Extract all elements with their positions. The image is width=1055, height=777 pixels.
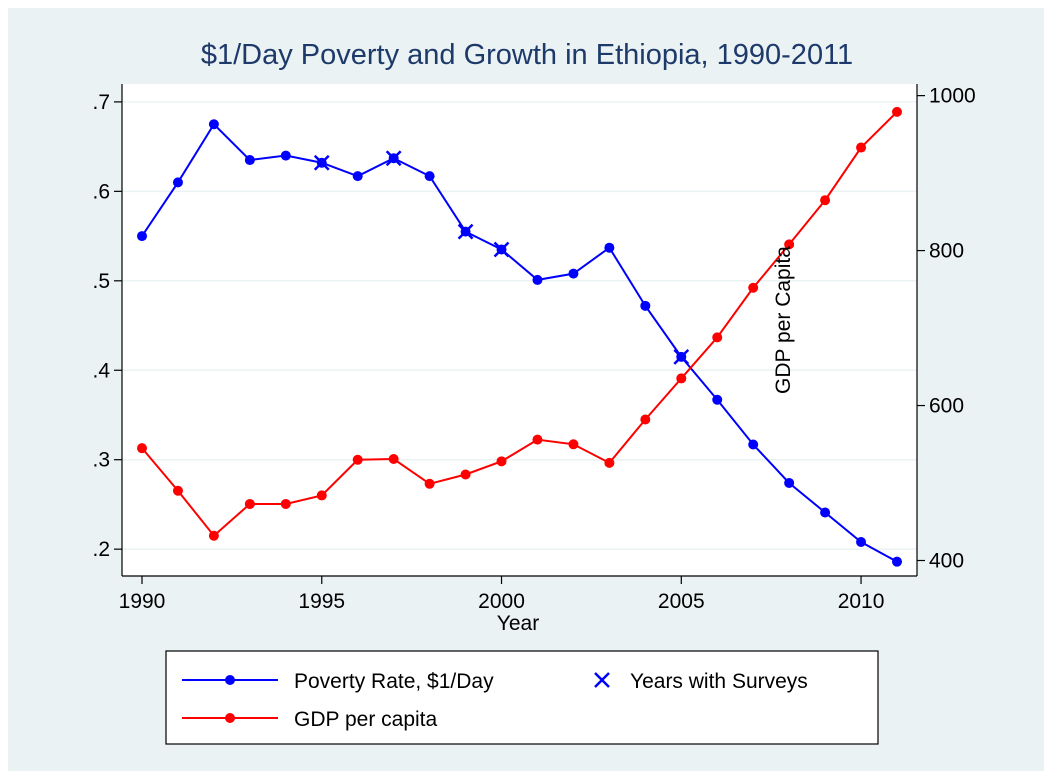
series [137, 106, 902, 567]
legend-label: Years with Surveys [630, 670, 808, 693]
data-point [820, 507, 831, 518]
x-tick-label: 2005 [658, 590, 705, 613]
data-point [388, 454, 399, 465]
data-point [208, 530, 219, 541]
y-right-tick-label: 1000 [929, 85, 976, 108]
data-point [676, 373, 687, 384]
y-left-tick-label: .6 [92, 180, 110, 203]
data-point [640, 414, 651, 425]
survey-marker-stroke [457, 223, 474, 240]
data-point [532, 434, 543, 445]
series-line [141, 122, 898, 563]
survey-x-marker [457, 223, 474, 240]
series-line [141, 111, 898, 538]
legend-x-swatch [594, 672, 610, 688]
data-point [892, 106, 902, 117]
data-point [496, 456, 507, 467]
data-point [568, 439, 579, 450]
data-point [172, 485, 183, 496]
data-point [460, 469, 471, 480]
y-left-tick-label: .4 [92, 359, 110, 382]
data-point [784, 239, 795, 250]
gridlines [122, 101, 917, 550]
y-left-tick-label: .7 [92, 91, 110, 114]
data-point [280, 150, 291, 161]
y-right-tick-label: 600 [929, 395, 964, 418]
axes: .2 .3 .4 .5 .6 .7 400 600 800 1000 1990 1995 2000 200… [92, 84, 976, 613]
survey-x-marker [313, 154, 330, 171]
data-point [820, 195, 831, 206]
x-tick-label: 2000 [478, 590, 525, 613]
data-point [137, 231, 147, 242]
data-point [208, 119, 219, 130]
x-tick-label: 1995 [298, 590, 345, 613]
data-point [244, 155, 255, 166]
legend-box [165, 650, 879, 745]
data-point [352, 454, 363, 465]
data-point [604, 457, 615, 468]
data-point [856, 142, 867, 153]
right-y-axis-label: GDP per Capita [772, 246, 795, 394]
data-point [424, 171, 435, 182]
legend-item: GDP per capita [182, 708, 438, 731]
legend: Poverty Rate, $1/Day Years with Surveys GD… [165, 650, 879, 745]
survey-marker-stroke [493, 241, 510, 258]
plot-area [122, 84, 917, 576]
data-point [280, 498, 291, 509]
survey-x-marker [493, 241, 510, 258]
data-point [712, 394, 723, 405]
series-gdp-per-capita [137, 106, 902, 541]
x-tick-label: 2010 [838, 590, 885, 613]
legend-item: Years with Surveys [594, 670, 808, 693]
data-point [712, 332, 723, 343]
legend-item: Poverty Rate, $1/Day [182, 670, 494, 693]
data-point [244, 498, 255, 509]
y-right-tick-label: 400 [929, 550, 964, 573]
survey-marker-stroke [385, 150, 402, 167]
data-point [137, 443, 147, 454]
data-point [352, 171, 363, 182]
series-years-with-surveys [313, 150, 690, 365]
data-point [604, 242, 615, 253]
y-right-tick-label: 800 [929, 240, 964, 263]
y-left-tick-label: .5 [92, 270, 110, 293]
x-tick-label: 1990 [119, 590, 166, 613]
survey-x-marker [673, 348, 690, 365]
legend-label: GDP per capita [294, 708, 438, 731]
data-point [892, 556, 902, 567]
chart-title: $1/Day Poverty and Growth in Ethiopia, 1… [201, 39, 853, 71]
survey-marker-stroke [313, 154, 330, 171]
y-left-tick-label: .3 [92, 449, 110, 472]
data-point [532, 274, 543, 285]
data-point [640, 300, 651, 311]
data-point [856, 537, 867, 548]
survey-marker-stroke [673, 348, 690, 365]
data-point [568, 268, 579, 279]
data-point [316, 490, 327, 501]
data-point [748, 439, 759, 450]
data-point [424, 478, 435, 489]
data-point [748, 282, 759, 293]
x-axis-label: Year [497, 612, 539, 635]
data-point [784, 477, 795, 488]
survey-x-marker [385, 150, 402, 167]
data-point [172, 177, 183, 188]
legend-label: Poverty Rate, $1/Day [294, 670, 494, 693]
legend-marker-swatch [225, 675, 235, 685]
y-left-tick-label: .2 [92, 538, 110, 561]
legend-marker-swatch [225, 713, 235, 723]
